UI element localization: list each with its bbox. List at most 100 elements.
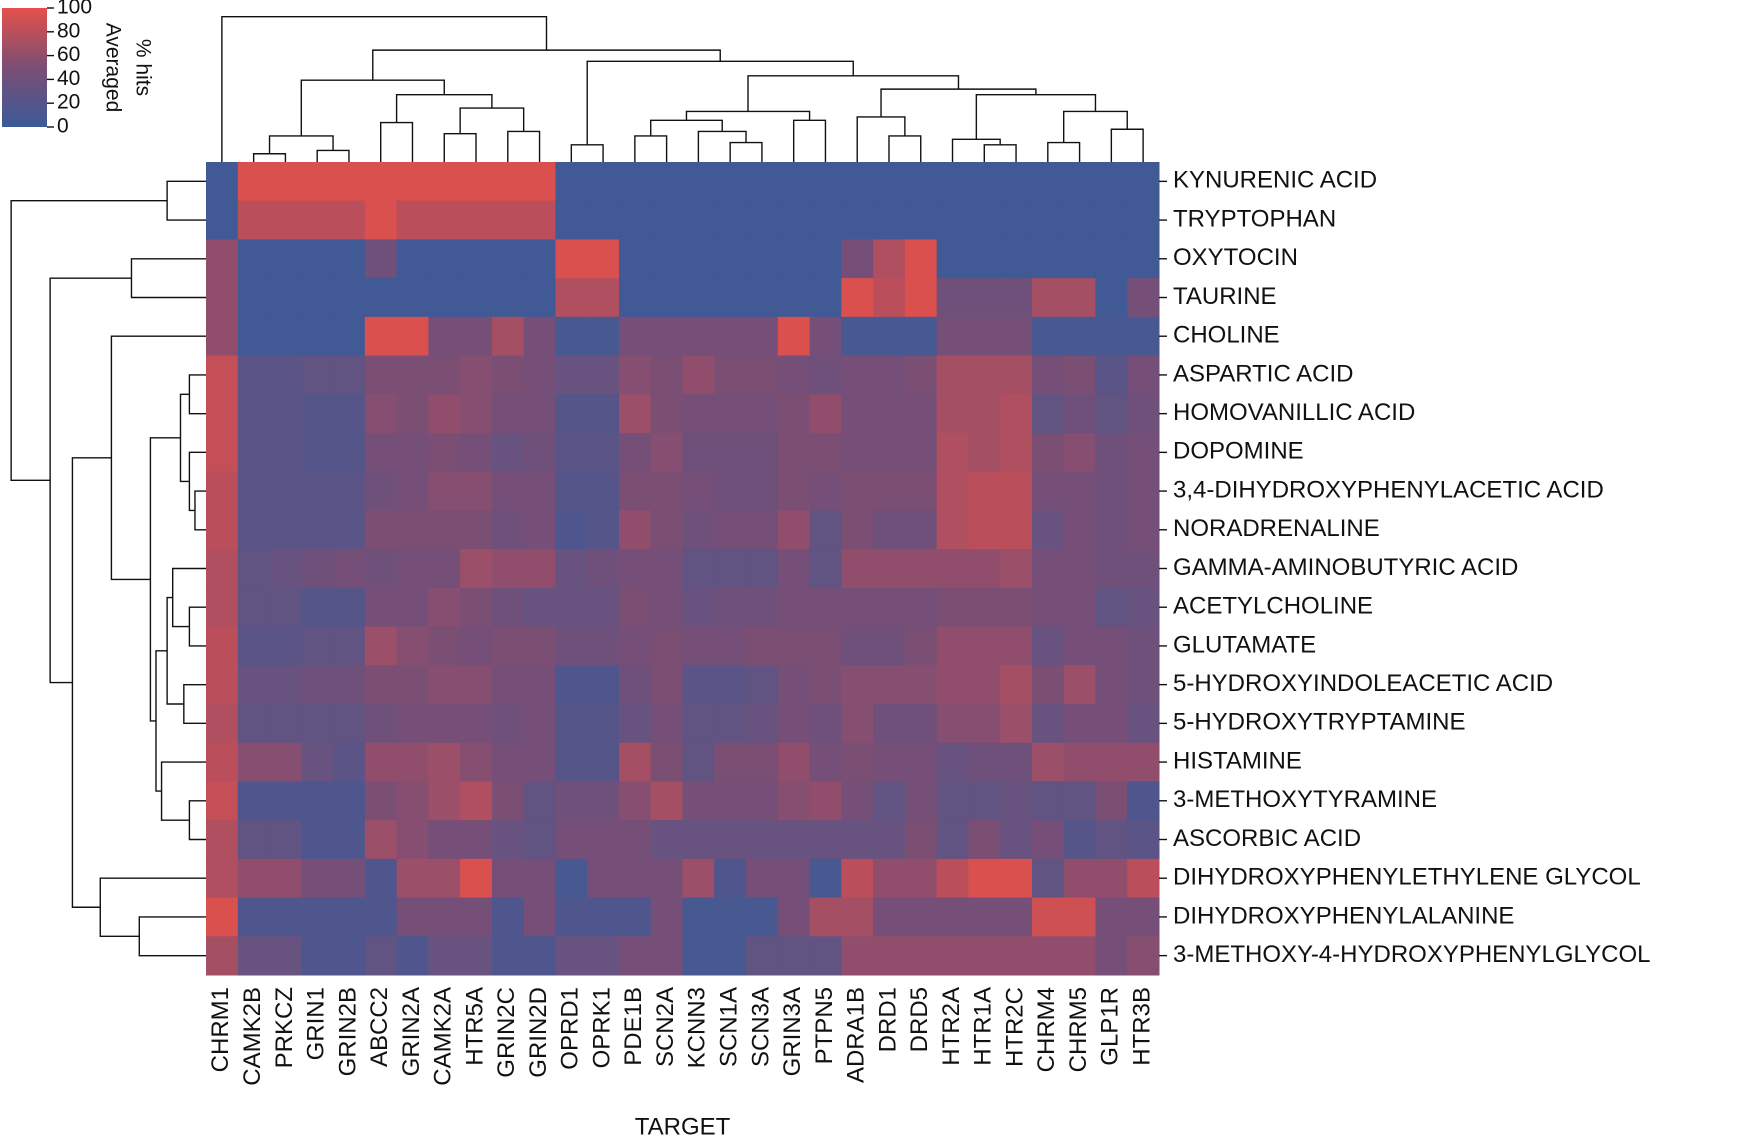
heatmap-cell bbox=[364, 239, 398, 279]
heatmap-cell bbox=[618, 316, 652, 357]
heatmap-cell bbox=[491, 394, 525, 434]
heatmap-cell bbox=[1095, 665, 1128, 705]
heatmap-cell bbox=[587, 897, 620, 937]
heatmap-cell bbox=[1063, 316, 1096, 357]
heatmap-cell bbox=[364, 897, 398, 937]
heatmap-cell bbox=[269, 781, 302, 821]
heatmap-cell bbox=[301, 665, 334, 705]
heatmap-cell bbox=[523, 626, 556, 666]
heatmap-cell bbox=[301, 394, 334, 434]
heatmap-cell bbox=[460, 162, 493, 202]
heatmap-cell bbox=[777, 665, 811, 705]
heatmap-cell bbox=[714, 471, 747, 511]
heatmap-cell bbox=[1063, 162, 1096, 202]
dendrogram-branch bbox=[188, 374, 206, 415]
heatmap-cell bbox=[269, 278, 302, 318]
heatmap-cell bbox=[1000, 626, 1033, 666]
heatmap-cell bbox=[904, 316, 938, 357]
heatmap-cell bbox=[269, 316, 302, 357]
heatmap-cell bbox=[460, 626, 493, 666]
heatmap-cell bbox=[746, 510, 779, 550]
heatmap-cell bbox=[936, 820, 969, 860]
heatmap-cell bbox=[428, 781, 461, 821]
heatmap-cell bbox=[364, 936, 398, 976]
heatmap-cell bbox=[333, 200, 366, 240]
heatmap-cell bbox=[777, 510, 811, 550]
heatmap-cell bbox=[1063, 549, 1096, 589]
heatmap-cell bbox=[237, 858, 271, 899]
heatmap-cell bbox=[809, 704, 842, 744]
heatmap-cell bbox=[1000, 162, 1033, 202]
dendrogram-branch bbox=[888, 135, 922, 162]
heatmap-cell bbox=[523, 704, 556, 744]
heatmap-cell bbox=[746, 742, 779, 782]
heatmap-cell bbox=[523, 897, 556, 937]
heatmap-cell bbox=[237, 587, 271, 628]
heatmap-cell bbox=[714, 394, 747, 434]
heatmap-cell bbox=[269, 626, 302, 666]
heatmap-cell bbox=[491, 239, 525, 279]
x-tick-label: GRIN2D bbox=[525, 987, 552, 1078]
heatmap-cell bbox=[333, 742, 366, 782]
y-tick-label: 3-METHOXY-4-HYDROXYPHENYLGLYCOL bbox=[1173, 941, 1650, 968]
dendrogram-branch bbox=[188, 606, 206, 647]
heatmap-cell bbox=[555, 936, 588, 976]
y-tick-label: HISTAMINE bbox=[1173, 747, 1302, 774]
dendrogram-branch bbox=[650, 119, 723, 136]
heatmap-cell bbox=[809, 471, 842, 511]
x-tick-label: HTR2A bbox=[938, 987, 965, 1066]
heatmap-cell bbox=[206, 626, 239, 666]
y-tick-label: TRYPTOPHAN bbox=[1173, 205, 1336, 232]
heatmap-cell bbox=[428, 278, 461, 318]
heatmap-cell bbox=[841, 433, 874, 473]
heatmap-cell bbox=[746, 162, 779, 202]
x-tick-label: SCN2A bbox=[652, 987, 679, 1067]
heatmap-cell bbox=[460, 355, 493, 395]
heatmap-cell bbox=[1000, 355, 1033, 395]
heatmap-cell bbox=[587, 626, 620, 666]
heatmap-cell bbox=[777, 549, 811, 589]
heatmap-cell bbox=[968, 665, 1001, 705]
heatmap-cell bbox=[555, 626, 588, 666]
heatmap-cell bbox=[936, 665, 969, 705]
heatmap-cell bbox=[269, 858, 302, 899]
heatmap-cell bbox=[936, 162, 969, 202]
heatmap-cell bbox=[650, 742, 683, 782]
heatmap-cell bbox=[777, 200, 811, 240]
heatmap-cell bbox=[809, 239, 842, 279]
colorbar-tick-label: 80 bbox=[57, 19, 80, 42]
dendrogram-branch bbox=[634, 135, 668, 162]
heatmap-cell bbox=[650, 394, 683, 434]
heatmap-cell bbox=[237, 278, 271, 318]
x-tick-label: GRIN2A bbox=[398, 987, 425, 1076]
heatmap-cell bbox=[1031, 355, 1065, 395]
dendrogram-branch bbox=[221, 16, 548, 162]
heatmap-cell bbox=[269, 587, 302, 628]
heatmap-cell bbox=[618, 858, 652, 899]
heatmap-cell bbox=[873, 278, 906, 318]
heatmap-cell bbox=[841, 858, 874, 899]
heatmap-cell bbox=[873, 355, 906, 395]
heatmap-cell bbox=[523, 278, 556, 318]
heatmap-cell bbox=[333, 665, 366, 705]
heatmap-cell bbox=[777, 704, 811, 744]
y-tick-label: ASCORBIC ACID bbox=[1173, 825, 1361, 852]
heatmap-cell bbox=[618, 704, 652, 744]
heatmap-cell bbox=[682, 316, 715, 357]
heatmap-cell bbox=[809, 897, 842, 937]
heatmap-cell bbox=[555, 820, 588, 860]
heatmap-cell bbox=[809, 278, 842, 318]
heatmap-cell bbox=[618, 626, 652, 666]
heatmap-cell bbox=[904, 742, 938, 782]
dendrogram-branch bbox=[459, 107, 525, 134]
heatmap-cell bbox=[618, 587, 652, 628]
heatmap-cell bbox=[460, 433, 493, 473]
heatmap-cell bbox=[555, 587, 588, 628]
heatmap-cell bbox=[777, 355, 811, 395]
heatmap-cell bbox=[904, 278, 938, 318]
heatmap-cell bbox=[618, 239, 652, 279]
heatmap-cell bbox=[777, 394, 811, 434]
heatmap-cell bbox=[809, 587, 842, 628]
heatmap-cell bbox=[333, 471, 366, 511]
